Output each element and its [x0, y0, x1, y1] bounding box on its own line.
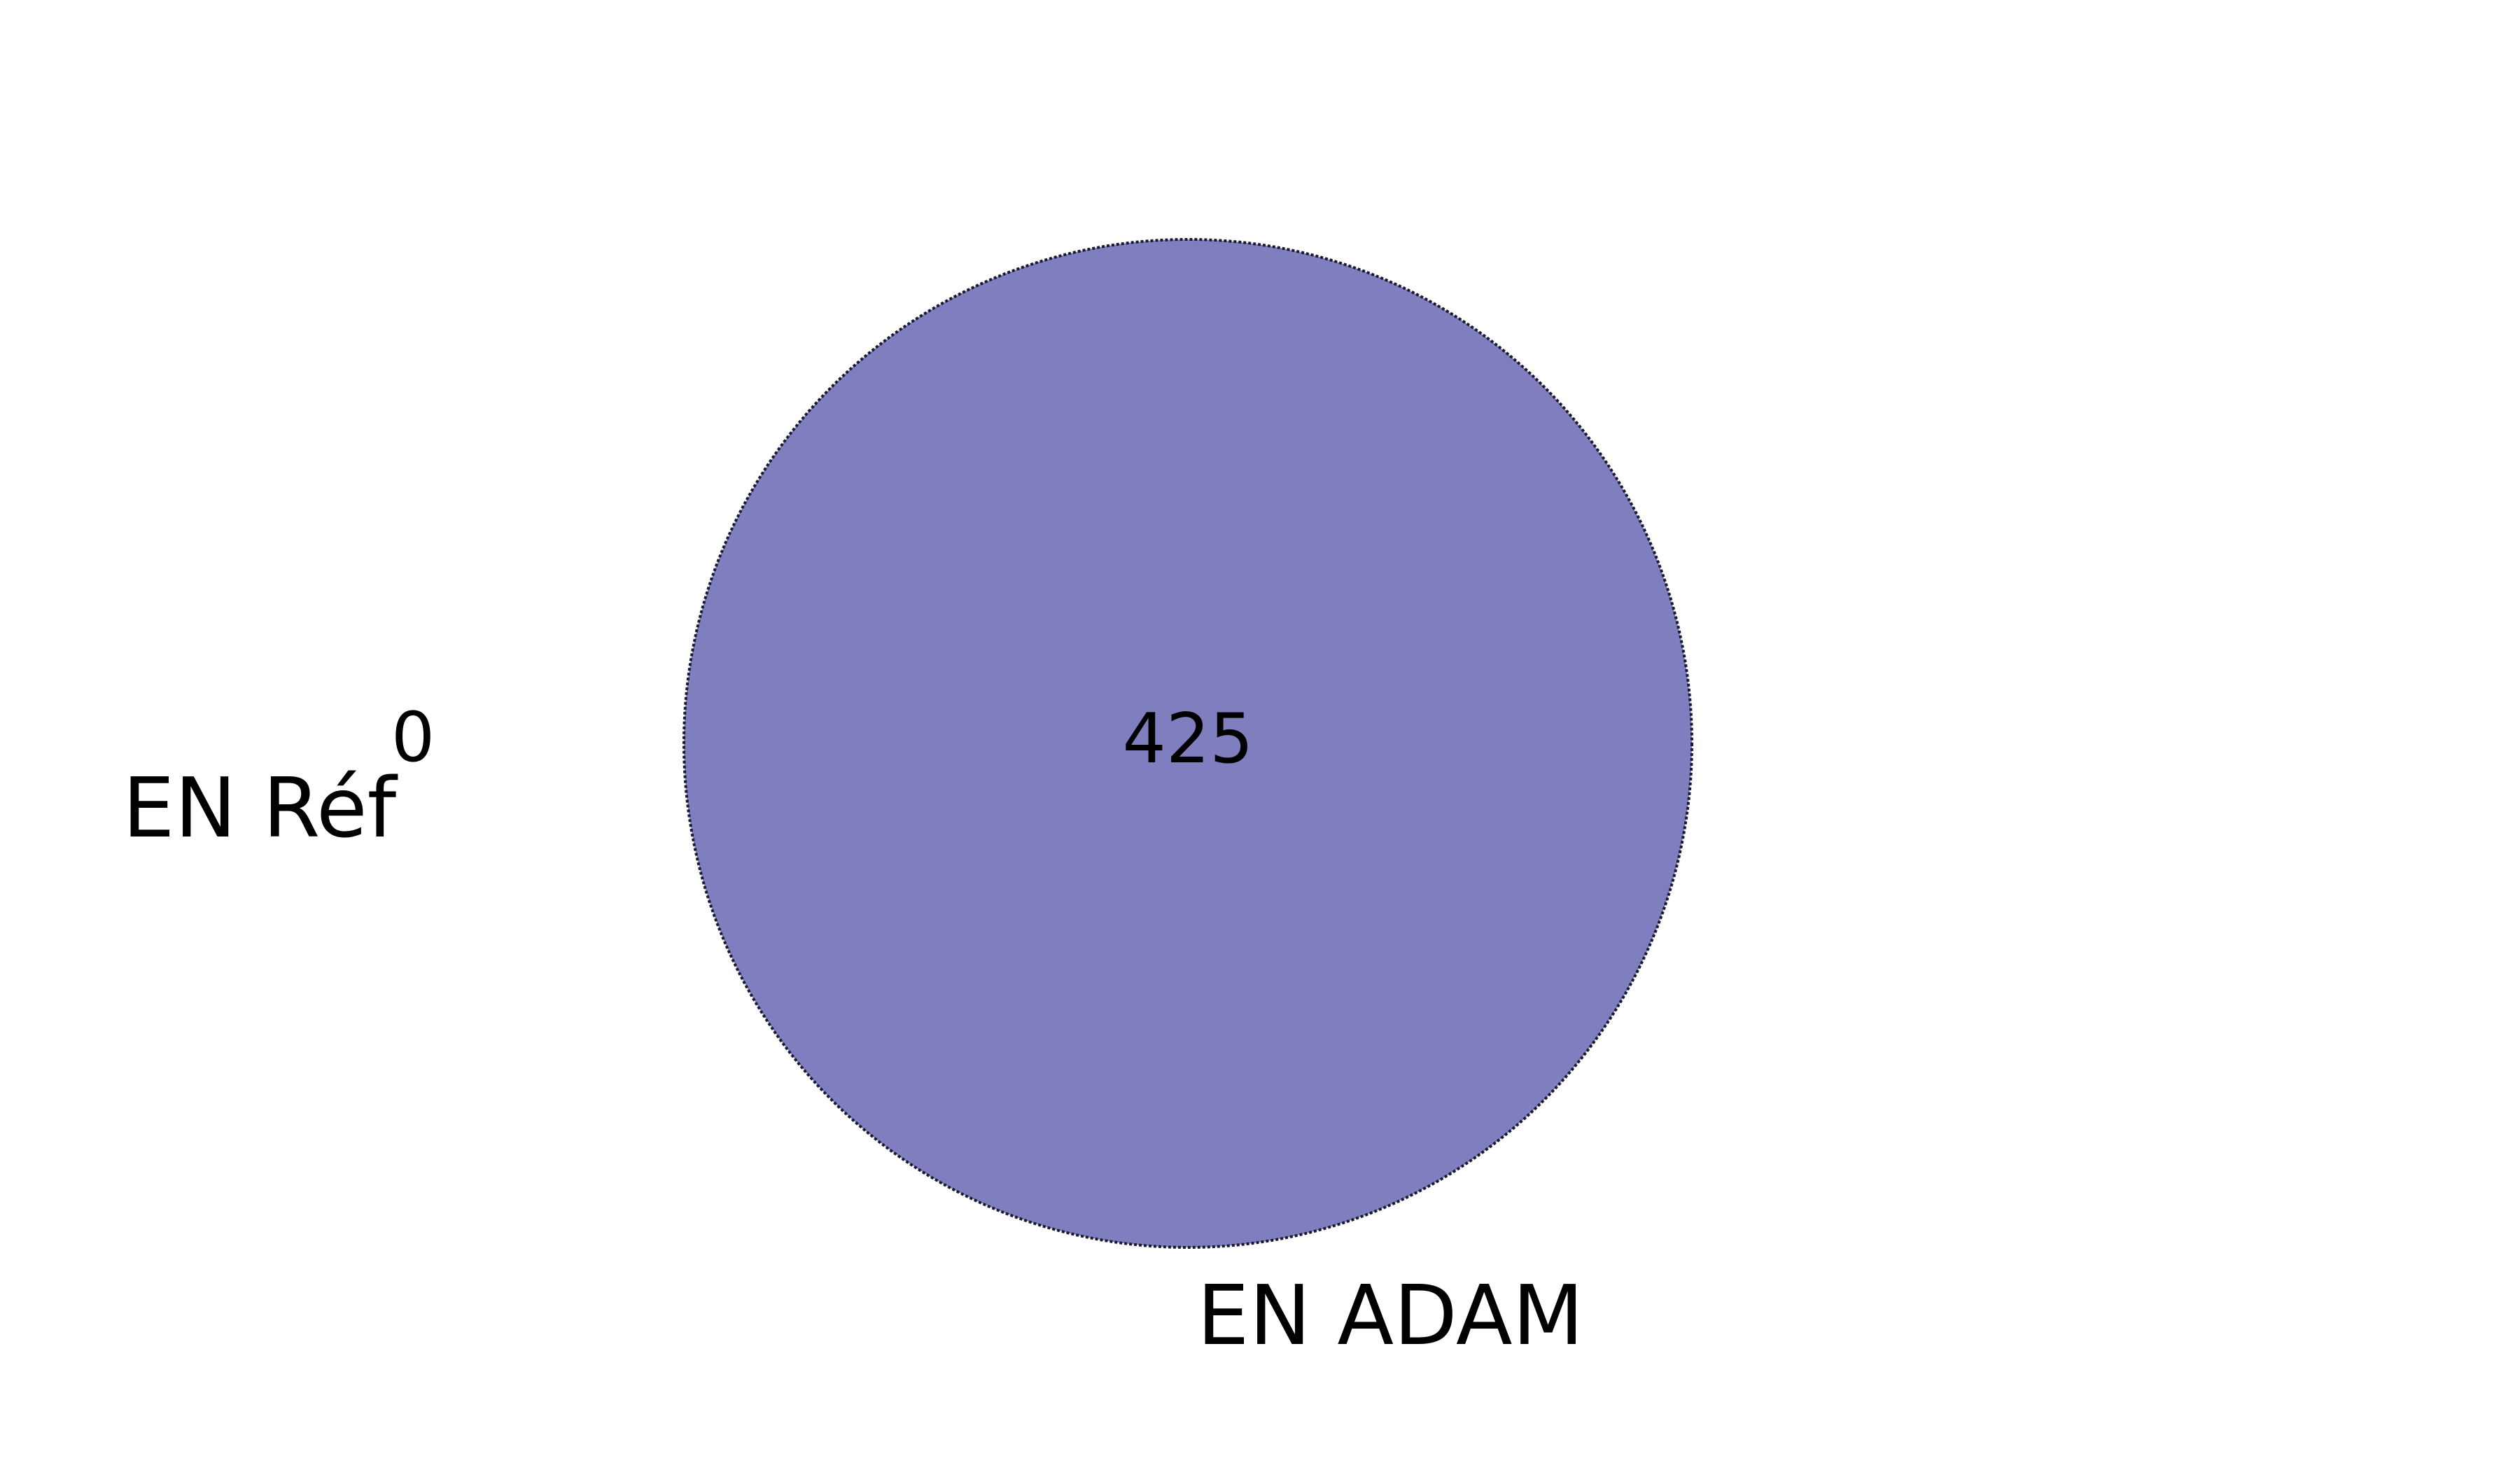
count-en-adam-only: 425: [1122, 699, 1253, 779]
set-label-en-ref: EN Réf: [122, 760, 398, 856]
set-circle-en-adam: [682, 238, 1693, 1249]
set-label-en-adam: EN ADAM: [1197, 1267, 1583, 1364]
count-en-ref-only: 0: [391, 698, 435, 778]
